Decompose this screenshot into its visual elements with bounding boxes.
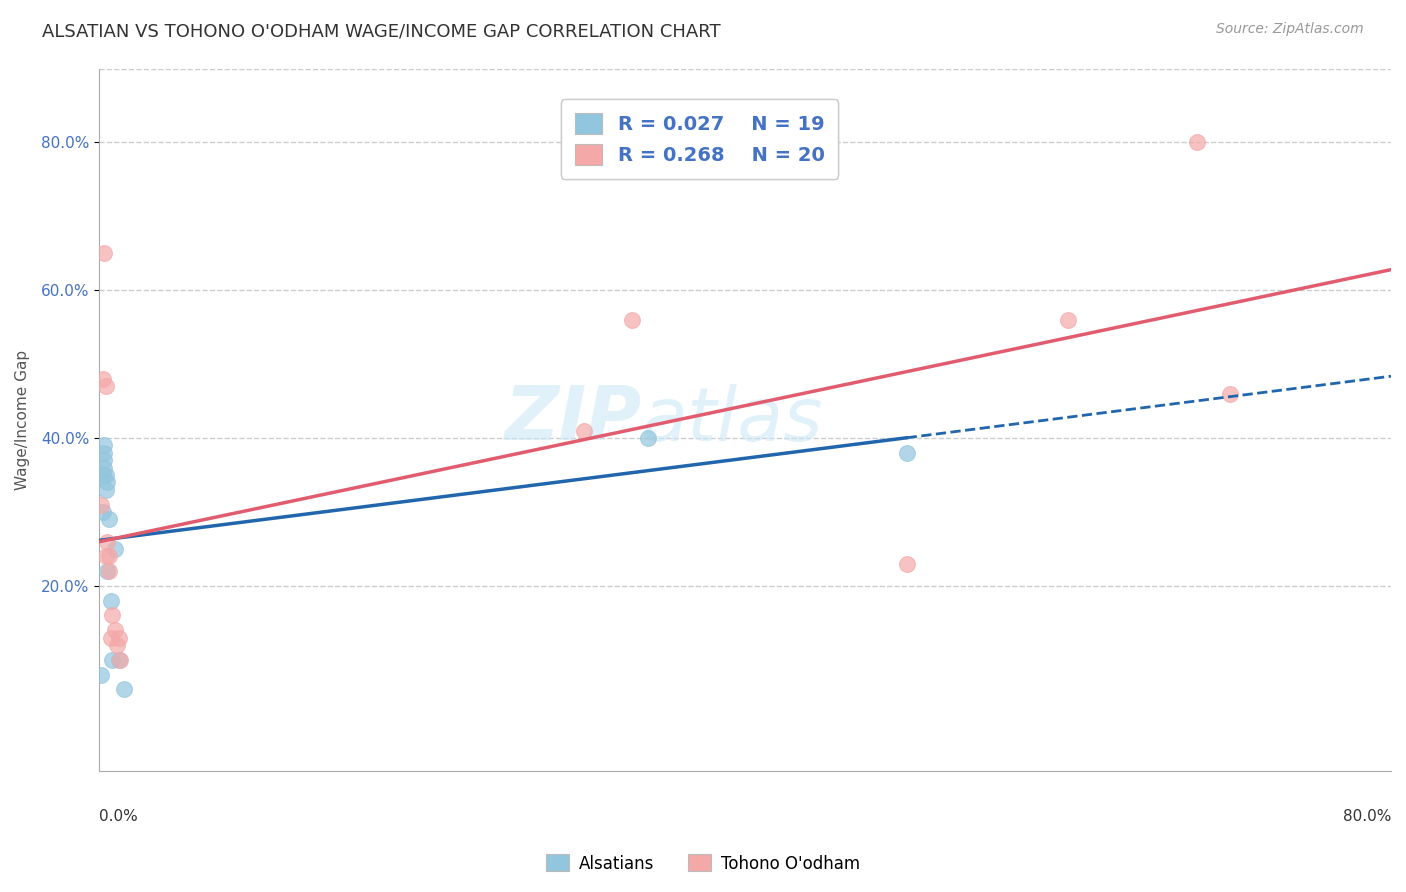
Point (91, 372, 114, 386)
Point (91, 505, 114, 519)
Point (1187, 136, 1209, 150)
Point (104, 624, 127, 638)
Point (896, 446, 918, 460)
Point (98, 512, 121, 526)
Point (101, 653, 124, 667)
Text: 80.0%: 80.0% (1343, 809, 1391, 824)
Legend: R = 0.027    N = 19, R = 0.268    N = 20: R = 0.027 N = 19, R = 0.268 N = 20 (561, 99, 838, 178)
Point (110, 653, 132, 667)
Text: 0.0%: 0.0% (100, 809, 138, 824)
Point (101, 608, 124, 623)
Point (637, 431, 659, 445)
Point (93, 246, 115, 260)
Point (572, 424, 595, 438)
Point (90, 667, 112, 681)
Point (93, 460, 115, 475)
Point (94, 549, 117, 564)
Legend: Alsatians, Tohono O'odham: Alsatians, Tohono O'odham (538, 847, 868, 880)
Point (100, 631, 122, 645)
Point (96, 534, 118, 549)
Text: ALSATIAN VS TOHONO O'ODHAM WAGE/INCOME GAP CORRELATION CHART: ALSATIAN VS TOHONO O'ODHAM WAGE/INCOME G… (42, 22, 721, 40)
Point (107, 653, 129, 667)
Text: Source: ZipAtlas.com: Source: ZipAtlas.com (1216, 22, 1364, 37)
Point (896, 557, 918, 571)
Point (1218, 386, 1240, 401)
Point (98, 549, 121, 564)
Point (107, 631, 129, 645)
Point (93, 446, 115, 460)
Text: atlas: atlas (641, 384, 823, 456)
Point (621, 313, 644, 327)
Point (98, 564, 121, 578)
Text: ZIP: ZIP (505, 383, 641, 456)
Point (96, 564, 118, 578)
Point (104, 541, 127, 556)
Point (94, 483, 117, 497)
Y-axis label: Wage/Income Gap: Wage/Income Gap (15, 350, 30, 490)
Point (112, 682, 135, 697)
Point (94, 468, 117, 483)
Point (96, 475, 118, 490)
Point (91, 468, 114, 483)
Point (94, 379, 117, 393)
Point (105, 638, 128, 652)
Point (93, 453, 115, 467)
Point (90, 498, 112, 512)
Point (100, 593, 122, 607)
Point (1057, 313, 1080, 327)
Point (93, 438, 115, 452)
